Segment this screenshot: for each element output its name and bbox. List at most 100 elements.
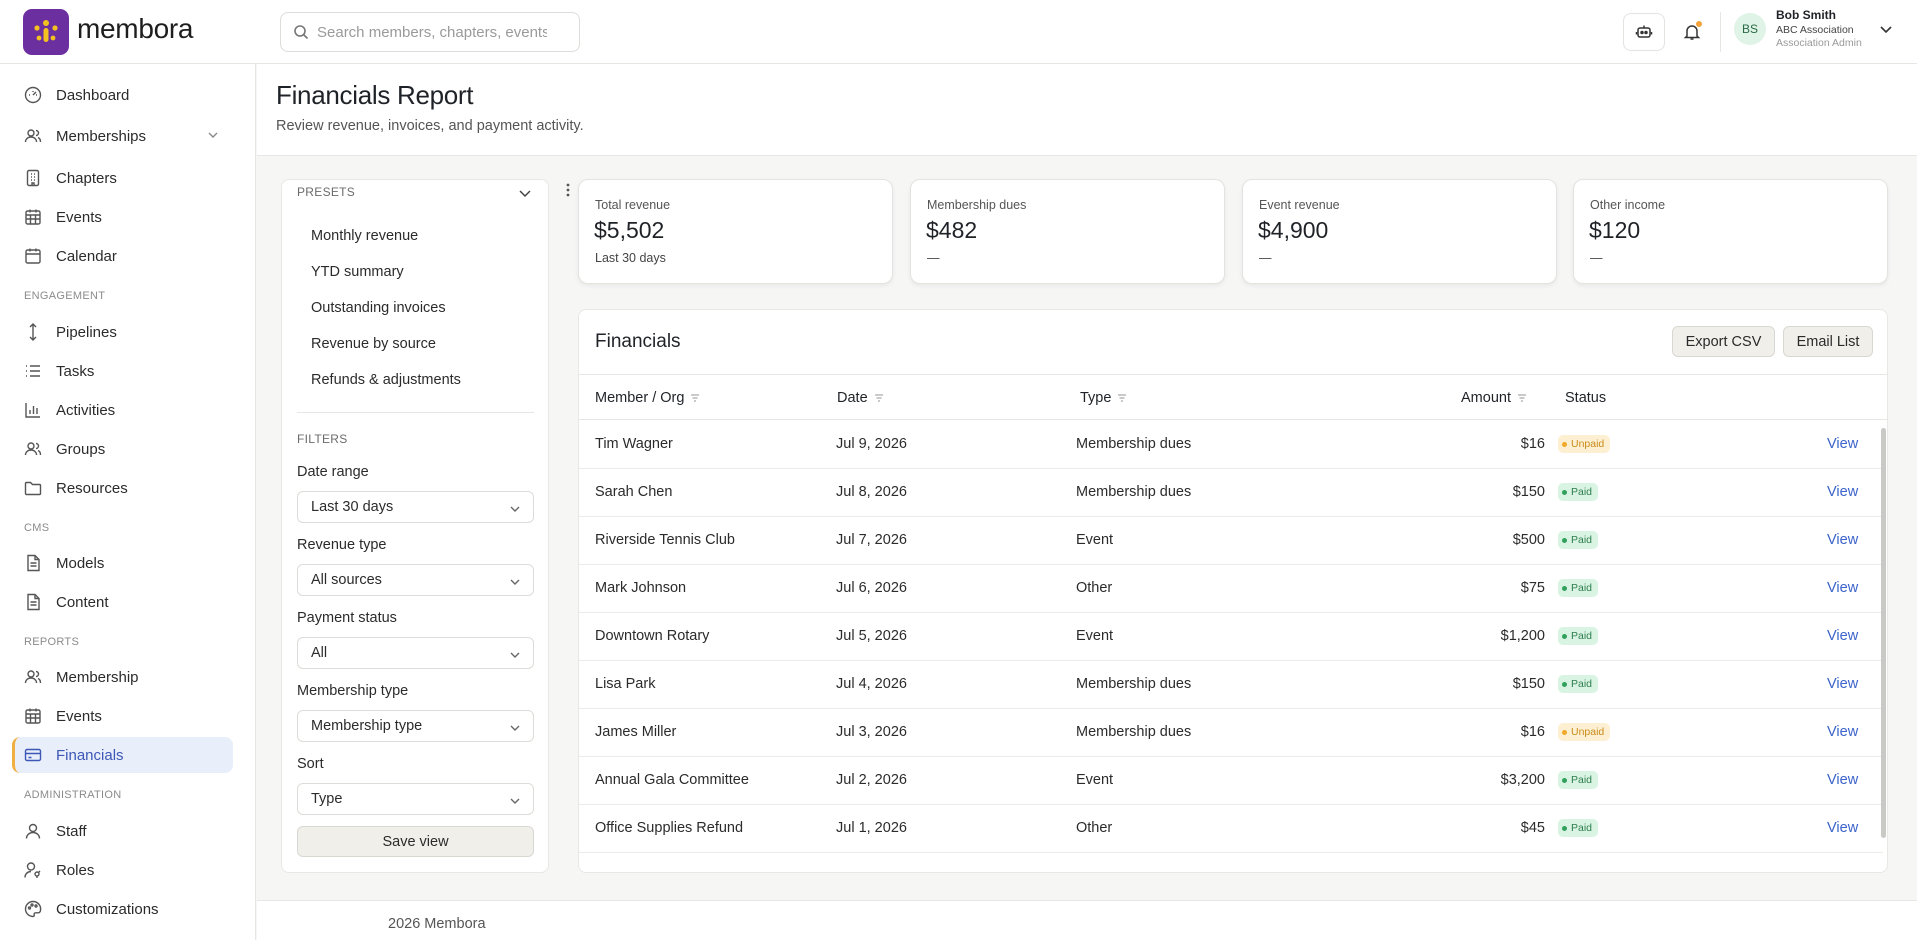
- view-link[interactable]: View: [1827, 532, 1859, 548]
- sidebar-item-events[interactable]: Events: [12, 199, 233, 235]
- date-cell: Jul 2, 2026: [836, 772, 907, 788]
- membora-logo-icon[interactable]: [23, 9, 69, 55]
- search-input[interactable]: [317, 23, 547, 41]
- sidebar-item-roles[interactable]: Roles: [12, 852, 233, 888]
- save-view-button[interactable]: Save view: [297, 826, 534, 857]
- sidebar-item-financials[interactable]: Financials: [12, 737, 233, 773]
- view-link[interactable]: View: [1827, 484, 1859, 500]
- chevron-down-icon: [509, 649, 521, 661]
- sort-icon[interactable]: [1517, 394, 1527, 402]
- view-link[interactable]: View: [1827, 772, 1859, 788]
- amount-cell: $16: [1520, 724, 1545, 740]
- stat-card-event-revenue: Event revenue $4,900 —: [1242, 179, 1557, 284]
- payment-status-label: Payment status: [297, 610, 397, 626]
- preset-monthly-revenue[interactable]: Monthly revenue: [311, 228, 419, 244]
- chevron-down-icon[interactable]: [1879, 22, 1893, 36]
- date-cell: Jul 1, 2026: [836, 820, 907, 836]
- table-row[interactable]: Tim Wagner Jul 9, 2026 Membership dues $…: [579, 421, 1883, 469]
- export-csv-button[interactable]: Export CSV: [1672, 326, 1775, 357]
- view-link[interactable]: View: [1827, 724, 1859, 740]
- sidebar-item-content[interactable]: Content: [12, 584, 233, 620]
- table-row[interactable]: Mark Johnson Jul 6, 2026 Other $75 Paid …: [579, 565, 1883, 613]
- revenue-type-select[interactable]: All sources: [297, 564, 534, 596]
- sidebar-item-label: Resources: [56, 479, 128, 497]
- view-link[interactable]: View: [1827, 676, 1859, 692]
- search-box[interactable]: [280, 12, 580, 52]
- chevron-down-icon[interactable]: [518, 186, 532, 200]
- table-row[interactable]: Annual Gala Committee Jul 2, 2026 Event …: [579, 757, 1883, 805]
- sidebar-item-tasks[interactable]: Tasks: [12, 353, 233, 389]
- sort-icon[interactable]: [690, 394, 700, 402]
- more-vertical-icon[interactable]: [566, 183, 570, 197]
- table-row[interactable]: Sarah Chen Jul 8, 2026 Membership dues $…: [579, 469, 1883, 517]
- sort-icon[interactable]: [1117, 394, 1127, 402]
- column-header-amount[interactable]: Amount: [1461, 390, 1527, 406]
- date-range-label: Date range: [297, 464, 369, 480]
- sidebar-item-label: Roles: [56, 861, 95, 879]
- stat-label: Other income: [1590, 198, 1666, 212]
- status-label: Paid: [1571, 630, 1593, 642]
- column-header-type[interactable]: Type: [1080, 390, 1127, 406]
- brand-name[interactable]: membora: [77, 13, 194, 44]
- member-cell: Downtown Rotary: [595, 628, 710, 644]
- table-row[interactable]: James Miller Jul 3, 2026 Membership dues…: [579, 709, 1883, 757]
- chevron-down-icon[interactable]: [207, 129, 219, 141]
- arrows-vertical-icon: [24, 323, 42, 341]
- sidebar-item-chapters[interactable]: Chapters: [12, 160, 233, 196]
- view-link[interactable]: View: [1827, 436, 1859, 452]
- column-header-label: Amount: [1461, 390, 1511, 406]
- document-icon: [24, 554, 42, 572]
- chevron-down-icon: [509, 722, 521, 734]
- status-badge: Paid: [1558, 771, 1599, 789]
- date-cell: Jul 7, 2026: [836, 532, 907, 548]
- date-cell: Jul 4, 2026: [836, 676, 907, 692]
- user-menu[interactable]: BS Bob Smith ABC Association Association…: [1734, 8, 1893, 50]
- view-link[interactable]: View: [1827, 628, 1859, 644]
- sidebar-item-models[interactable]: Models: [12, 545, 233, 581]
- sidebar-item-calendar[interactable]: Calendar: [12, 238, 233, 274]
- users-icon: [24, 440, 42, 458]
- column-header-date[interactable]: Date: [837, 390, 884, 406]
- column-header-status[interactable]: Status: [1565, 390, 1607, 406]
- payment-status-select[interactable]: All: [297, 637, 534, 669]
- amount-cell: $16: [1520, 436, 1545, 452]
- sidebar-item-customizations[interactable]: Customizations: [12, 891, 233, 927]
- membership-type-select[interactable]: Membership type: [297, 710, 534, 742]
- view-link[interactable]: View: [1827, 820, 1859, 836]
- table-row[interactable]: Downtown Rotary Jul 5, 2026 Event $1,200…: [579, 613, 1883, 661]
- sidebar-item-pipelines[interactable]: Pipelines: [12, 314, 233, 350]
- date-range-select[interactable]: Last 30 days: [297, 491, 534, 523]
- stat-value: $5,502: [594, 217, 665, 243]
- email-list-button[interactable]: Email List: [1783, 326, 1873, 357]
- member-cell: Lisa Park: [595, 676, 656, 692]
- notifications-button[interactable]: [1674, 13, 1710, 51]
- sidebar-item-dashboard[interactable]: Dashboard: [12, 77, 233, 113]
- avatar[interactable]: BS: [1734, 13, 1766, 45]
- sidebar-item-membership-report[interactable]: Membership: [12, 659, 233, 695]
- column-header-member[interactable]: Member / Org: [595, 390, 700, 406]
- preset-revenue-by-source[interactable]: Revenue by source: [311, 336, 436, 352]
- assistant-button[interactable]: [1623, 13, 1665, 51]
- sidebar-item-activities[interactable]: Activities: [12, 392, 233, 428]
- status-label: Paid: [1571, 822, 1593, 834]
- sidebar-item-groups[interactable]: Groups: [12, 431, 233, 467]
- chevron-down-icon: [509, 576, 521, 588]
- sort-icon[interactable]: [874, 394, 884, 402]
- table-scrollbar[interactable]: [1881, 428, 1886, 838]
- table-row[interactable]: Riverside Tennis Club Jul 7, 2026 Event …: [579, 517, 1883, 565]
- credit-card-icon: [24, 746, 42, 764]
- stat-subtext: —: [927, 251, 940, 265]
- top-bar: membora BS Bob Smith ABC Association Ass…: [0, 0, 1917, 64]
- table-row[interactable]: Lisa Park Jul 4, 2026 Membership dues $1…: [579, 661, 1883, 709]
- sidebar-item-memberships[interactable]: Memberships: [12, 118, 233, 154]
- presets-heading[interactable]: PRESETS: [297, 185, 356, 199]
- table-row[interactable]: Office Supplies Refund Jul 1, 2026 Other…: [579, 805, 1883, 853]
- sidebar-item-events-report[interactable]: Events: [12, 698, 233, 734]
- preset-refunds-adjustments[interactable]: Refunds & adjustments: [311, 372, 461, 388]
- sort-select[interactable]: Type: [297, 783, 534, 815]
- sidebar-item-staff[interactable]: Staff: [12, 813, 233, 849]
- preset-ytd-summary[interactable]: YTD summary: [311, 264, 404, 280]
- view-link[interactable]: View: [1827, 580, 1859, 596]
- sidebar-item-resources[interactable]: Resources: [12, 470, 233, 506]
- preset-outstanding-invoices[interactable]: Outstanding invoices: [311, 300, 446, 316]
